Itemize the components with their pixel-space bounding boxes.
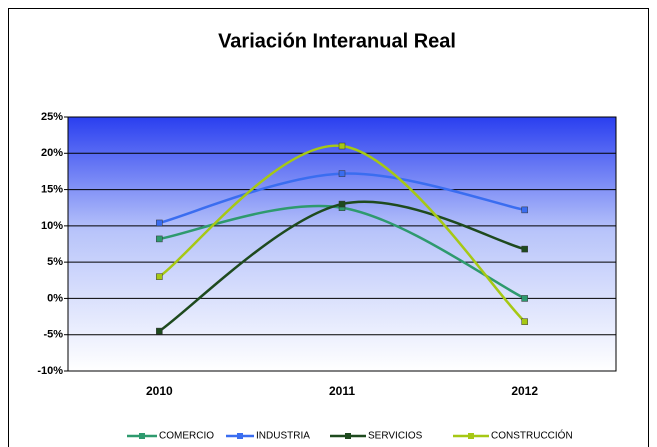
point-marker xyxy=(521,318,528,325)
chart-title: Variación Interanual Real xyxy=(218,30,456,52)
plot-border xyxy=(67,116,617,372)
legend-label: COMERCIO xyxy=(159,431,214,442)
x-tick-label: 2011 xyxy=(329,384,355,398)
y-tick-label: 20% xyxy=(41,147,63,159)
point-marker xyxy=(156,327,163,335)
y-tick-label: 10% xyxy=(41,220,63,232)
point-marker xyxy=(521,245,528,253)
legend-label: SERVICIOS xyxy=(368,431,423,442)
point-marker xyxy=(521,206,528,214)
point-marker xyxy=(156,219,163,227)
legend-marker xyxy=(468,433,474,439)
y-tick-label: 0% xyxy=(47,292,63,304)
legend-marker xyxy=(237,433,243,439)
y-tick-label: -10% xyxy=(37,365,63,377)
legend-marker xyxy=(139,433,145,439)
y-tick-label: 25% xyxy=(41,111,63,123)
point-marker xyxy=(338,142,346,150)
legend-label: INDUSTRIA xyxy=(256,431,310,442)
plot-area xyxy=(68,117,616,371)
point-marker xyxy=(156,273,163,280)
point-marker xyxy=(521,295,528,302)
point-marker xyxy=(156,235,163,243)
y-tick-label: 15% xyxy=(41,183,63,195)
point-marker xyxy=(338,200,346,208)
y-tick-label: -5% xyxy=(43,329,63,341)
x-tick-label: 2010 xyxy=(146,384,173,398)
point-marker xyxy=(338,170,346,177)
legend-label: CONSTRUCCIÓN xyxy=(491,429,573,442)
legend-marker xyxy=(345,433,351,439)
x-tick-label: 2012 xyxy=(511,384,538,398)
y-tick-label: 5% xyxy=(47,256,63,268)
